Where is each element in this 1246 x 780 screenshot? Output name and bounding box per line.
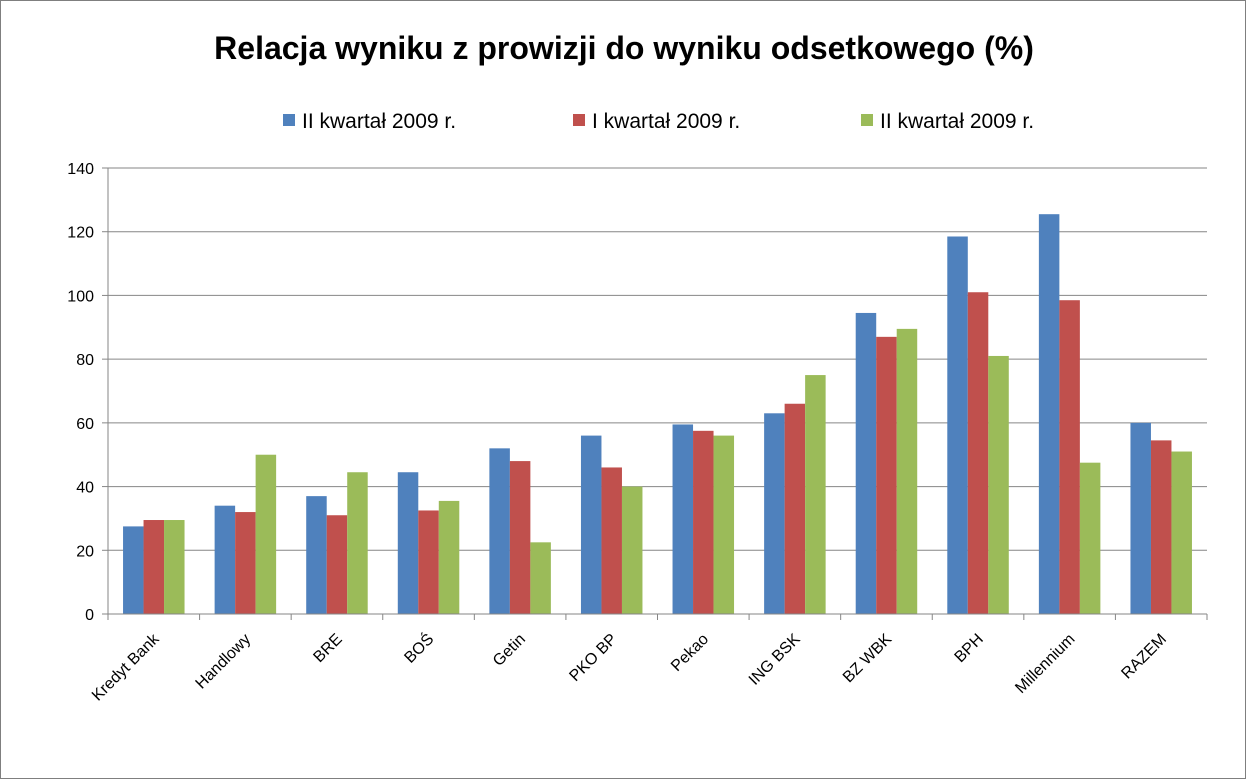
bar xyxy=(1038,214,1060,614)
x-tick-label: BRE xyxy=(310,631,345,666)
x-tick-label: RAZEM xyxy=(1118,631,1170,683)
bar xyxy=(805,375,826,614)
y-tick-label: 40 xyxy=(76,480,94,497)
bar xyxy=(438,500,460,614)
legend-label: II kwartał 2009 r. xyxy=(302,110,456,133)
bar xyxy=(509,461,531,614)
bar xyxy=(1150,440,1172,614)
bar xyxy=(1059,300,1080,614)
chart-title: Relacja wyniku z prowizji do wyniku odse… xyxy=(214,30,1034,66)
bar xyxy=(601,467,622,614)
y-tick-label: 80 xyxy=(76,352,94,369)
bar xyxy=(764,413,785,614)
bar xyxy=(713,435,735,614)
bar xyxy=(326,515,348,614)
y-tick-label: 60 xyxy=(76,416,94,433)
bars xyxy=(123,214,1192,614)
bar xyxy=(235,512,256,614)
x-tick-label: BOŚ xyxy=(400,629,437,666)
bar xyxy=(967,292,989,614)
bar xyxy=(693,430,714,614)
bar xyxy=(123,526,144,614)
legend-label: I kwartał 2009 r. xyxy=(592,110,740,133)
legend-swatch xyxy=(573,114,585,126)
bar xyxy=(214,505,236,614)
bar xyxy=(397,472,419,614)
legend: II kwartał 2009 r. I kwartał 2009 r. II kw… xyxy=(283,110,1034,133)
legend-swatch xyxy=(283,114,295,126)
x-tick-label: BZ WBK xyxy=(840,631,896,687)
bar xyxy=(621,486,643,614)
x-tick-label: Handlowy xyxy=(192,631,254,693)
x-tick-label: ING BSK xyxy=(746,631,804,689)
legend-swatch xyxy=(861,114,873,126)
bar xyxy=(164,520,185,614)
y-tick-label: 100 xyxy=(67,288,94,305)
y-tick-label: 0 xyxy=(85,607,94,624)
bar xyxy=(143,520,165,614)
bar xyxy=(530,542,551,614)
bar xyxy=(306,496,327,614)
axes xyxy=(107,168,1208,620)
bar xyxy=(580,435,602,614)
x-tick-label: PKO BP xyxy=(566,631,620,685)
x-tick-label: Getin xyxy=(490,631,529,670)
bar xyxy=(1171,451,1192,614)
bar xyxy=(947,236,968,614)
y-tick-label: 20 xyxy=(76,543,94,560)
bar xyxy=(347,472,368,614)
y-axis-ticks: 0 20 40 60 80 100 120 140 xyxy=(67,161,108,624)
x-tick-label: Kredyt Bank xyxy=(89,630,163,704)
bar xyxy=(855,312,877,614)
bar xyxy=(876,336,897,614)
bar xyxy=(489,448,510,614)
x-axis-labels: Kredyt Bank Handlowy BRE BOŚ Getin PKO BP Peka… xyxy=(89,629,1170,704)
bar xyxy=(1079,462,1101,614)
y-tick-label: 120 xyxy=(67,225,94,242)
bar xyxy=(896,328,918,614)
bar xyxy=(418,510,439,614)
bar xyxy=(672,424,694,614)
gridlines xyxy=(108,167,1207,615)
x-tick-label: Millennium xyxy=(1012,631,1078,697)
bar xyxy=(988,355,1009,614)
legend-label: II kwartał 2009 r. xyxy=(880,110,1034,133)
y-tick-label: 140 xyxy=(67,161,94,178)
bar xyxy=(784,403,806,614)
x-tick-label: BPH xyxy=(952,631,987,666)
x-tick-label: Pekao xyxy=(668,631,712,675)
bar xyxy=(1130,422,1151,614)
bar xyxy=(255,454,277,614)
